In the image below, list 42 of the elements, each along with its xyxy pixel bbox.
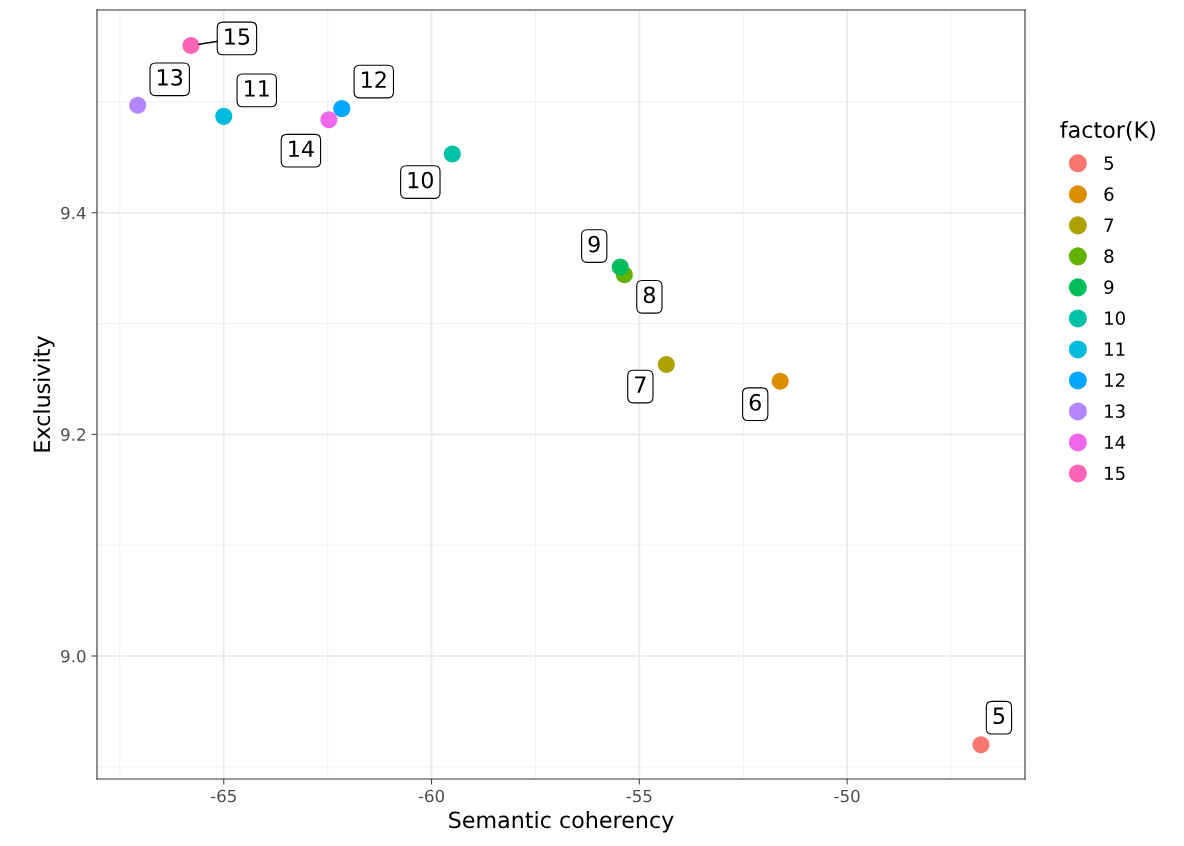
text: 8 [643,286,655,304]
text: 10 [408,171,433,189]
y-tick-label: 9.0 [61,649,86,663]
point [611,258,629,276]
text: 15 [225,28,250,45]
legend-label: 15 [1105,466,1125,481]
legend-label: 8 [1104,249,1114,263]
point [972,736,990,754]
point [182,36,200,54]
legend-label: 7 [1104,218,1114,232]
point [771,372,789,390]
x-tick-label: -60 [418,789,445,803]
text: 7 [635,376,646,393]
legend-title: factor(K) [1060,120,1155,141]
point [129,96,147,114]
point [320,111,338,129]
point [215,107,233,125]
point [443,145,461,163]
legend-label: 9 [1104,280,1114,294]
text: 12 [362,71,386,88]
legend-label: 6 [1104,187,1114,201]
legend-label: 12 [1105,373,1125,387]
legend-label: 5 [1104,156,1114,170]
legend-label: 13 [1105,404,1125,419]
legend-label: 11 [1105,342,1125,356]
text: 9 [588,235,600,253]
point [333,100,351,118]
y-tick-label: 9.2 [61,428,85,441]
y-tick-label: 9.4 [61,206,86,220]
text: 5 [993,707,1005,725]
x-axis-title: Semantic coherency [449,811,674,833]
text: 11 [245,80,269,97]
x-tick-label: -65 [210,789,236,803]
legend-label: 14 [1105,435,1126,449]
y-axis-title: Exclusivity [33,336,55,452]
text: 13 [158,68,183,86]
text: 14 [289,140,314,157]
point [657,356,675,374]
legend-label: 10 [1105,311,1125,325]
x-tick-label: -55 [626,789,652,803]
x-tick-label: -50 [834,789,860,803]
text: 6 [749,393,761,411]
